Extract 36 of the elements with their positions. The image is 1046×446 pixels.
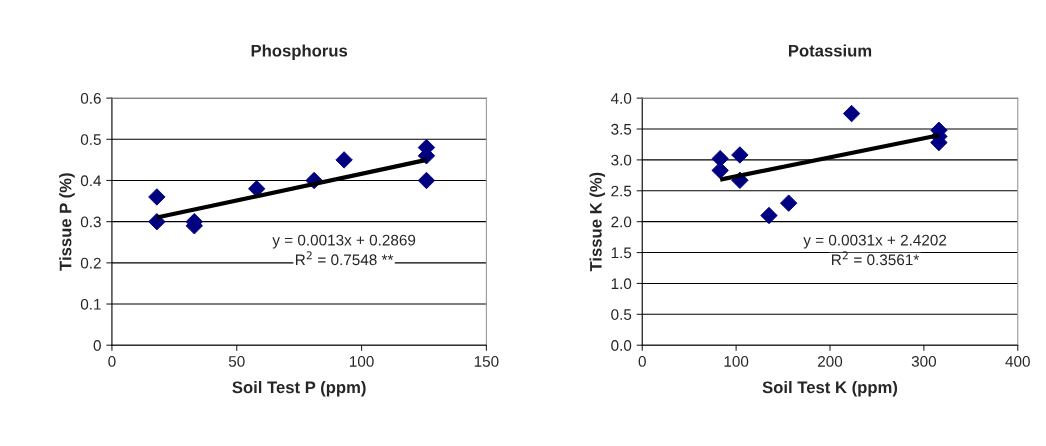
x-tick-label: 0	[108, 356, 116, 367]
y-tick-label: 3.0	[611, 154, 632, 166]
y-tick-label: 0.3	[80, 216, 101, 228]
y-tick-label: 0.6	[80, 92, 101, 104]
chart-title: Potassium	[788, 44, 872, 57]
annotation: R$^{2}$ = 0.7548 **	[296, 251, 394, 266]
y-tick-label: 2.5	[611, 185, 632, 197]
x-tick-label: 200	[818, 356, 843, 367]
x-tick-label: 0	[638, 356, 646, 367]
x-tick-label: 400	[1005, 356, 1030, 367]
y-tick-label: 2.0	[611, 216, 632, 228]
x-tick-label: 150	[474, 356, 499, 367]
y-tick-label: 0.5	[611, 309, 632, 320]
y-axis-title: Tissue K (%)	[589, 172, 606, 272]
x-axis-title: Soil Test P (ppm)	[232, 380, 366, 397]
y-tick-label: 4.0	[610, 92, 632, 104]
chart-title: Phosphorus	[251, 44, 348, 60]
x-tick-label: 300	[911, 356, 937, 367]
y-tick-label: 1.5	[611, 247, 632, 259]
annotation: R$^{2}$ = 0.3561*	[832, 251, 920, 266]
y-tick-label: 0.5	[80, 134, 101, 145]
x-tick-label: 100	[724, 356, 749, 367]
y-tick-label: 3.5	[611, 123, 632, 135]
y-tick-label: 0	[93, 340, 101, 351]
x-tick-label: 50	[228, 356, 245, 367]
y-axis-title: Tissue P (%)	[59, 173, 75, 271]
point	[417, 171, 436, 190]
annotation: y = 0.0031x + 2.4202	[803, 234, 947, 249]
y-tick-label: 0.1	[80, 298, 101, 310]
y-tick-label: 0.0	[611, 340, 632, 351]
y-tick-label: 0.4	[80, 175, 102, 187]
y-tick-label: 1.0	[611, 278, 632, 290]
x-tick-label: 100	[349, 356, 374, 367]
y-tick-label: 0.2	[80, 257, 101, 269]
annotation: y = 0.0013x + 0.2869	[272, 234, 416, 249]
x-axis-title: Soil Test K (ppm)	[762, 380, 898, 397]
